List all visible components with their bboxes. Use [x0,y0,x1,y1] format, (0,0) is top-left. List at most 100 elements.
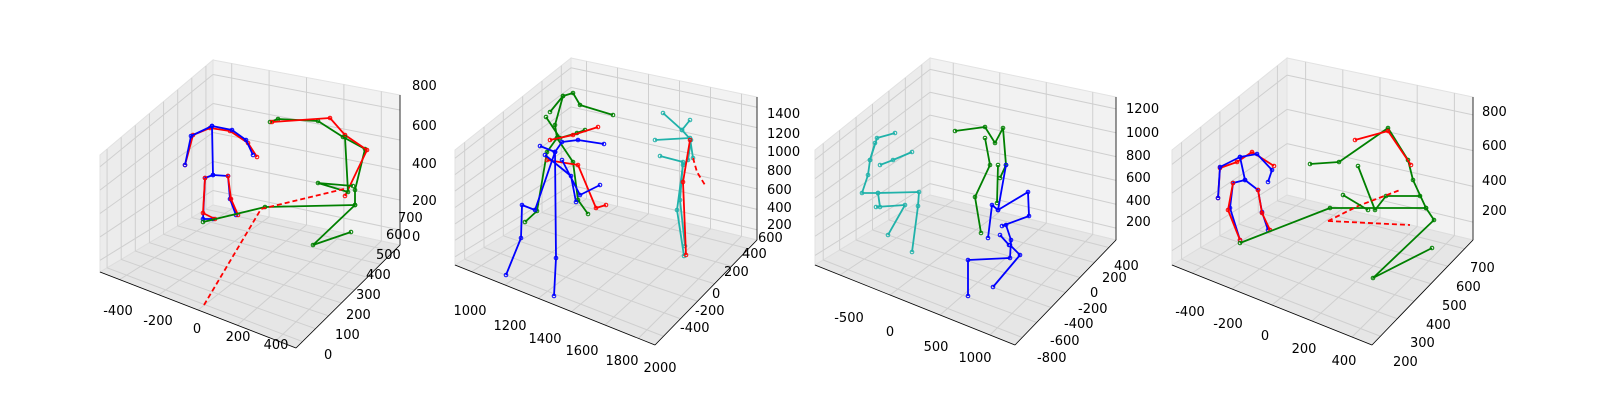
joint-marker [310,242,316,248]
joint-marker [867,157,873,163]
skeleton-bone-series [879,151,913,166]
joint-marker [551,293,557,299]
joint-marker [342,132,348,138]
grid-line [99,103,214,191]
joint-marker [978,230,984,236]
joint-marker [1307,161,1313,167]
grid-line [1258,212,1448,267]
joint-marker [1255,187,1261,193]
grid-line [637,235,742,339]
skeleton-bone-series [967,224,1012,296]
joint-marker [1269,167,1275,173]
grid-line [1200,247,1398,320]
grid-line [212,74,401,111]
grid-line [570,126,758,169]
x-tick-label: 1600 [565,344,598,359]
joint-marker [543,114,549,120]
skeleton-bone-series [184,127,258,166]
y-tick-label: 200 [724,265,749,280]
grid-line [929,91,1117,134]
joint-marker [652,137,658,143]
skeleton-bone-series [1227,182,1241,241]
y-tick-label: -400 [1064,317,1094,332]
joint-marker [570,132,576,138]
joint-marker [202,175,208,181]
grid-line [471,198,587,273]
joint-marker [267,119,273,125]
z-tick-label: 200 [1482,204,1507,219]
grid-line [163,233,355,291]
grid-line [158,216,270,296]
joint-marker [1340,192,1346,198]
grid-line [454,67,572,159]
x-tick-label: 400 [264,338,289,353]
joint-marker [1007,255,1013,261]
joint-marker [200,219,206,225]
grid-line [929,183,1117,229]
joint-marker [559,139,565,145]
z-tick-label: 400 [1126,194,1151,209]
z-tick-label: 0 [412,230,420,245]
joint-marker [982,135,988,141]
grid-line [855,239,1052,308]
y-tick-label: 500 [376,248,401,263]
skeleton-bone-series [682,139,691,256]
x-tick-label: 1400 [528,332,561,347]
skeleton-bone-series [317,136,354,193]
x-tick-label: 0 [193,322,201,337]
grid-line [212,190,401,231]
y-tick-label: -800 [1037,351,1067,366]
joint-marker [250,152,256,158]
z-tick-label: 800 [1126,149,1151,164]
joint-marker [989,202,995,208]
joint-marker [575,162,581,168]
joint-marker [1025,189,1031,195]
joint-marker [1234,159,1240,165]
skeleton-bone-series [987,164,1007,239]
joint-marker [1365,207,1371,213]
grid-line [538,213,649,299]
skeleton-bone-series [505,151,556,276]
joint-marker [680,179,686,185]
y-tick-label: 0 [1090,286,1098,301]
z-tick-label: 600 [1482,139,1507,154]
skeleton-bone-series [1327,189,1401,222]
joint-marker [865,172,871,178]
joint-marker [1242,177,1248,183]
z-tick-label: 200 [412,194,437,209]
grid-line [929,137,1117,181]
x-axis-line [454,264,656,346]
skeleton-bone-series [992,244,1021,288]
joint-marker [1230,180,1236,186]
joint-marker [342,193,348,199]
joint-marker [902,202,908,208]
skeleton-bone-series [184,125,254,166]
joint-marker [987,162,993,168]
skeleton-bone-series [1309,127,1435,279]
joint-marker [577,102,583,108]
z-tick-label: 1200 [1126,102,1159,117]
grid-line [839,249,1037,323]
joint-marker [269,119,275,125]
joint-marker [909,249,915,255]
grid-line [522,223,715,285]
grid-line [177,225,368,278]
grid-line [454,106,572,192]
skeleton-bone-series [549,92,614,116]
joint-marker [585,211,591,217]
y-tick-label: 700 [398,211,423,226]
grid-line [1286,143,1474,187]
grid-line [1171,108,1288,194]
joint-marker [990,284,996,290]
grid-line [570,106,758,149]
skeleton-bone-series [997,191,1030,227]
z-tick-label: 800 [1482,105,1507,120]
joint-marker [965,257,971,263]
skeleton-bone-series [692,157,706,186]
y-tick-label: 200 [1102,271,1127,286]
joint-marker [890,157,896,163]
joint-marker [1336,159,1342,165]
grid-line [1311,226,1418,322]
z-tick-label: 400 [1482,174,1507,189]
y-tick-label: 100 [335,328,360,343]
